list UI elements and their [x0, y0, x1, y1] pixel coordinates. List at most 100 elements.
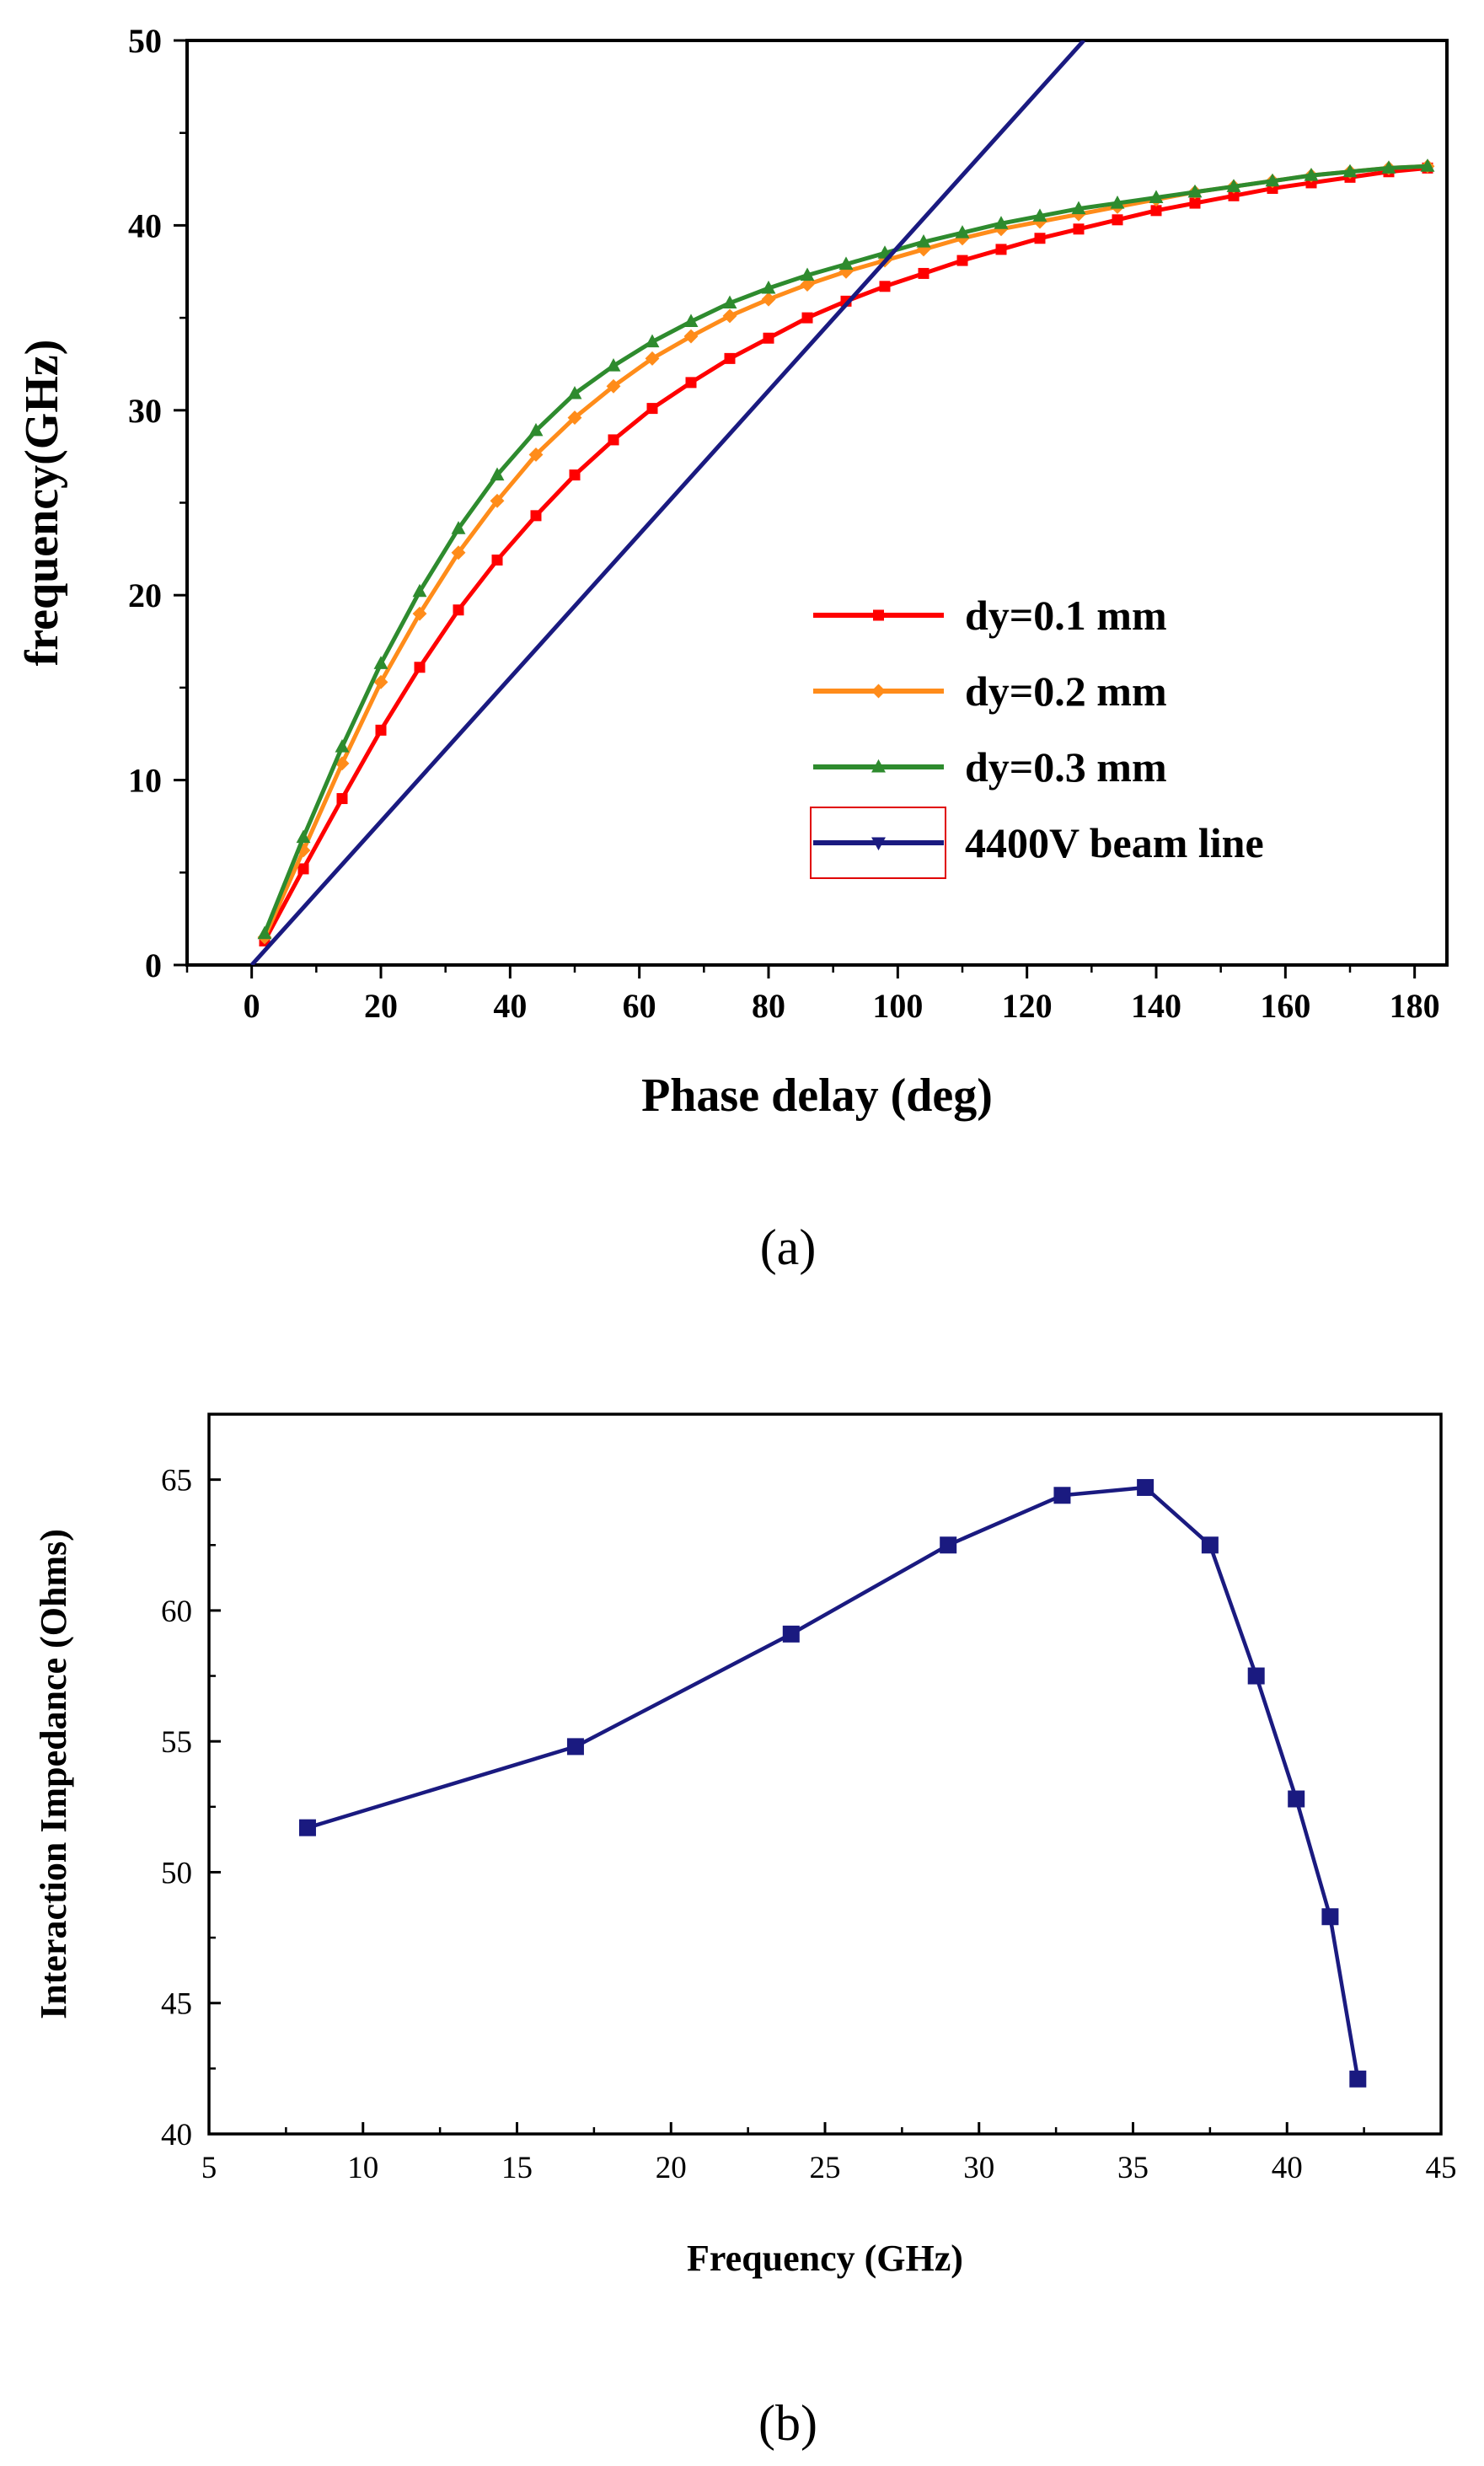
y-tick-label-a: 0 — [145, 946, 162, 984]
data-point-a-1 — [451, 545, 466, 560]
legend-marker-2 — [871, 759, 886, 773]
x-tick-label-a: 120 — [1002, 987, 1053, 1025]
data-point-a-0 — [375, 724, 387, 736]
data-point-a-2 — [994, 216, 1009, 229]
data-point-a-2 — [1149, 190, 1164, 203]
data-point-a-2 — [373, 656, 388, 669]
legend-marker-0 — [873, 609, 884, 621]
data-point-a-2 — [1420, 158, 1435, 172]
data-point-a-0 — [414, 662, 426, 673]
data-point-b-0 — [1137, 1478, 1155, 1496]
data-point-a-0 — [297, 863, 309, 875]
y-tick-label-a: 50 — [128, 22, 162, 60]
x-tick-label-b: 5 — [201, 2151, 217, 2185]
data-point-b-0 — [1349, 2070, 1367, 2088]
data-point-a-2 — [528, 422, 544, 437]
data-point-a-2 — [838, 256, 854, 270]
data-point-a-0 — [763, 332, 774, 344]
data-point-a-0 — [956, 255, 968, 266]
x-tick-label-b: 30 — [963, 2151, 994, 2185]
data-point-a-2 — [606, 358, 621, 372]
plot-frame-b — [207, 1413, 1443, 2136]
legend-marker-1 — [871, 684, 886, 699]
data-point-a-2 — [722, 295, 737, 309]
legend-label-3: 4400V beam line — [965, 819, 1264, 866]
y-tick-label-a: 20 — [128, 576, 162, 614]
x-tick-label-a: 40 — [493, 987, 527, 1025]
x-tick-label-b: 10 — [347, 2151, 378, 2185]
x-tick-label-b: 35 — [1117, 2151, 1149, 2185]
y-tick-label-b: 40 — [161, 2118, 192, 2152]
data-point-a-2 — [1381, 160, 1396, 174]
series-group-a — [249, 40, 1435, 965]
data-point-a-0 — [646, 403, 658, 415]
data-point-a-1 — [645, 351, 660, 366]
data-point-a-2 — [800, 267, 815, 281]
chart-a-dispersion: 0 20 40 60 80 100 120 140 160 180 0 10 20 30 40 50 Phase… — [16, 22, 1449, 1122]
data-point-a-0 — [724, 352, 736, 364]
data-point-a-2 — [490, 467, 505, 481]
data-point-a-0 — [1073, 223, 1085, 235]
y-tick-label-b: 55 — [161, 1725, 192, 1760]
data-point-a-0 — [453, 604, 464, 616]
y-tick-label-b: 45 — [161, 1987, 192, 2022]
data-point-b-0 — [1247, 1667, 1265, 1685]
data-point-b-0 — [566, 1738, 584, 1756]
legend-label-2: dy=0.3 mm — [965, 743, 1167, 791]
data-point-a-1 — [528, 448, 544, 462]
data-point-b-0 — [1288, 1790, 1305, 1808]
data-point-a-1 — [606, 378, 621, 394]
legend-highlight-box — [810, 807, 946, 879]
data-point-a-2 — [335, 739, 350, 753]
x-tick-label-b: 25 — [810, 2151, 841, 2185]
x-tick-label-a: 100 — [872, 987, 923, 1025]
data-point-a-0 — [1150, 205, 1162, 217]
data-point-a-2 — [761, 280, 776, 294]
data-point-b-0 — [940, 1536, 957, 1554]
data-point-a-2 — [645, 334, 660, 348]
data-point-a-2 — [1304, 168, 1319, 181]
series-line-a-3 — [249, 40, 1085, 965]
data-point-a-2 — [1071, 201, 1086, 215]
x-tick-label-b: 20 — [656, 2151, 687, 2185]
chart-b-impedance: 5 10 15 20 25 30 35 40 45 40 45 50 55 60 65 Frequency (… — [33, 1413, 1457, 2279]
legend-label-0: dy=0.1 mm — [965, 592, 1167, 639]
x-tick-label-a: 80 — [752, 987, 785, 1025]
x-tick-label-a: 160 — [1260, 987, 1310, 1025]
caption-b: (b) — [758, 2395, 817, 2451]
data-point-a-1 — [683, 329, 699, 344]
data-point-a-0 — [1228, 190, 1240, 201]
data-point-a-1 — [296, 843, 311, 858]
data-point-a-1 — [761, 292, 776, 307]
data-point-b-0 — [298, 1819, 316, 1836]
data-point-a-0 — [1189, 197, 1201, 209]
data-point-a-2 — [257, 925, 272, 940]
data-point-a-1 — [373, 674, 388, 689]
data-point-a-0 — [569, 469, 581, 481]
data-point-a-1 — [800, 277, 815, 292]
data-point-a-0 — [336, 793, 348, 805]
legend-a: dy=0.1 mm dy=0.2 mm dy=0.3 mm 4400V beam li… — [810, 592, 1264, 879]
data-point-a-2 — [451, 521, 466, 534]
data-point-a-0 — [1112, 214, 1123, 226]
series-group-b — [298, 1478, 1367, 2088]
data-point-a-0 — [685, 377, 697, 389]
data-point-a-0 — [879, 281, 891, 292]
data-point-b-0 — [1321, 1908, 1339, 1926]
data-point-a-2 — [1187, 184, 1203, 198]
data-point-a-0 — [918, 267, 930, 279]
data-point-a-0 — [995, 244, 1007, 255]
x-tick-label-a: 60 — [623, 987, 656, 1025]
y-axis-label-b: Interaction Impedance (Ohms) — [33, 1529, 74, 2019]
x-axis-label-b: Frequency (GHz) — [687, 2238, 963, 2279]
x-tick-label-b: 40 — [1272, 2151, 1303, 2185]
series-line-b-0 — [307, 1485, 1360, 2080]
data-point-a-1 — [490, 493, 505, 508]
y-tick-label-a: 40 — [128, 206, 162, 244]
data-point-a-0 — [530, 510, 542, 522]
data-point-a-0 — [608, 434, 619, 446]
x-tick-label-a: 180 — [1390, 987, 1440, 1025]
data-point-a-1 — [1032, 214, 1047, 229]
data-point-a-2 — [1265, 173, 1280, 187]
x-axis-label-a: Phase delay (deg) — [641, 1069, 993, 1122]
